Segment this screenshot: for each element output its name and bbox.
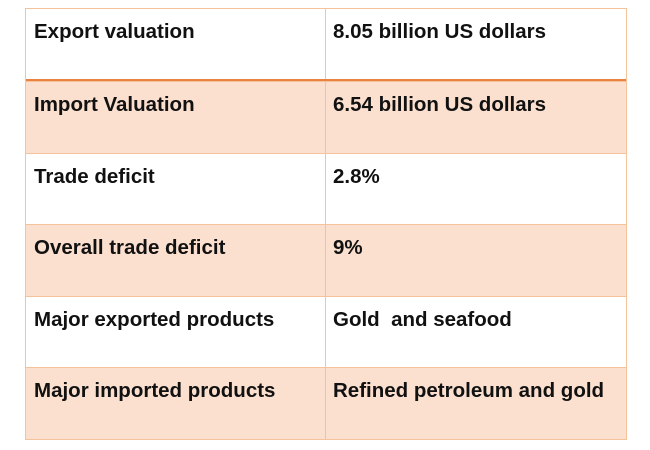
row-label: Export valuation	[26, 9, 326, 79]
row-value: Gold and seafood	[333, 307, 512, 331]
table-row-import-valuation: Import Valuation 6.54 billion US dollars	[26, 81, 626, 153]
row-label: Trade deficit	[26, 153, 326, 224]
table-row-export-valuation: Export valuation 8.05 billion US dollars	[26, 9, 626, 81]
table-row-overall-trade-deficit: Overall trade deficit 9%	[26, 224, 626, 296]
table-row-major-imported-products: Major imported products Refined petroleu…	[26, 367, 626, 439]
row-value: 2.8%	[333, 164, 380, 188]
row-label: Import Valuation	[26, 82, 326, 153]
table-row-major-exported-products: Major exported products Gold and seafood	[26, 295, 626, 367]
table-row-trade-deficit: Trade deficit 2.8%	[26, 152, 626, 224]
row-label: Overall trade deficit	[26, 225, 326, 296]
row-value: 6.54 billion US dollars	[333, 93, 547, 116]
row-label: Major imported products	[26, 368, 326, 439]
row-label: Major exported products	[26, 296, 326, 367]
trade-table: Export valuation 8.05 billion US dollars…	[25, 8, 627, 440]
row-value: 8.05 billion US dollars	[333, 20, 547, 43]
row-value: 9%	[333, 236, 363, 259]
row-value: Refined petroleum and gold	[333, 379, 605, 402]
